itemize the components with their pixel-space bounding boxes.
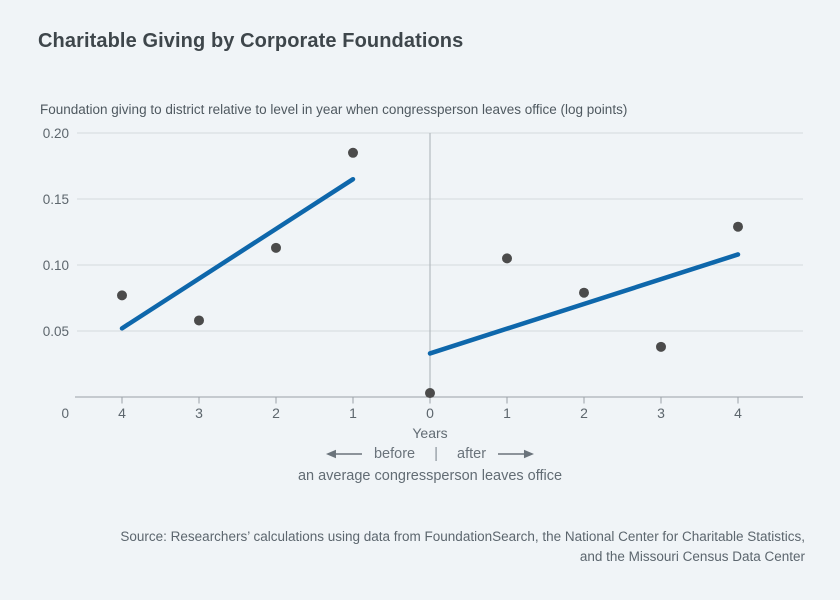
trend-line-before [119,176,356,331]
x-tick-label: 3 [195,405,203,421]
data-point [502,253,512,264]
x-tick-label: 4 [118,405,126,421]
after-label: after [457,445,487,462]
x-tick-label: 2 [580,405,588,421]
data-point [194,315,204,326]
data-point [117,290,127,301]
trend-line-after [427,252,741,356]
x-tick-label: 3 [657,405,665,421]
y-tick-label: 0.10 [43,258,69,273]
source-note: Source: Researchers’ calculations using … [35,527,805,566]
left-arrow-icon [325,449,362,458]
x-tick-label: 1 [349,405,357,421]
y-tick-label: 0 [61,406,69,421]
y-tick-label: 0.15 [43,192,69,207]
before-label: before [373,445,416,462]
y-tick-label: 0.20 [43,126,69,141]
y-tick-label: 0.05 [43,324,69,339]
y-axis-title: Foundation giving to district relative t… [40,102,628,117]
data-point [656,341,666,352]
right-arrow-icon [498,449,535,458]
x-tick-label: 2 [272,405,280,421]
x-axis-caption: an average congressperson leaves office [297,468,563,484]
x-tick-label: 0 [426,405,434,421]
before-after-annotation: before | after [324,445,536,462]
x-axis-label: Years [412,425,448,441]
data-point [425,388,435,399]
data-point [733,221,743,232]
before-after-separator: | [434,445,439,462]
x-tick-label: 4 [734,405,742,421]
x-tick-label: 1 [503,405,511,421]
source-line-2: and the Missouri Census Data Center [579,548,805,564]
chart-title: Charitable Giving by Corporate Foundatio… [38,30,464,52]
data-point [579,287,589,298]
data-point [271,242,281,253]
source-line-1: Source: Researchers’ calculations using … [120,529,805,544]
data-point [348,147,358,158]
